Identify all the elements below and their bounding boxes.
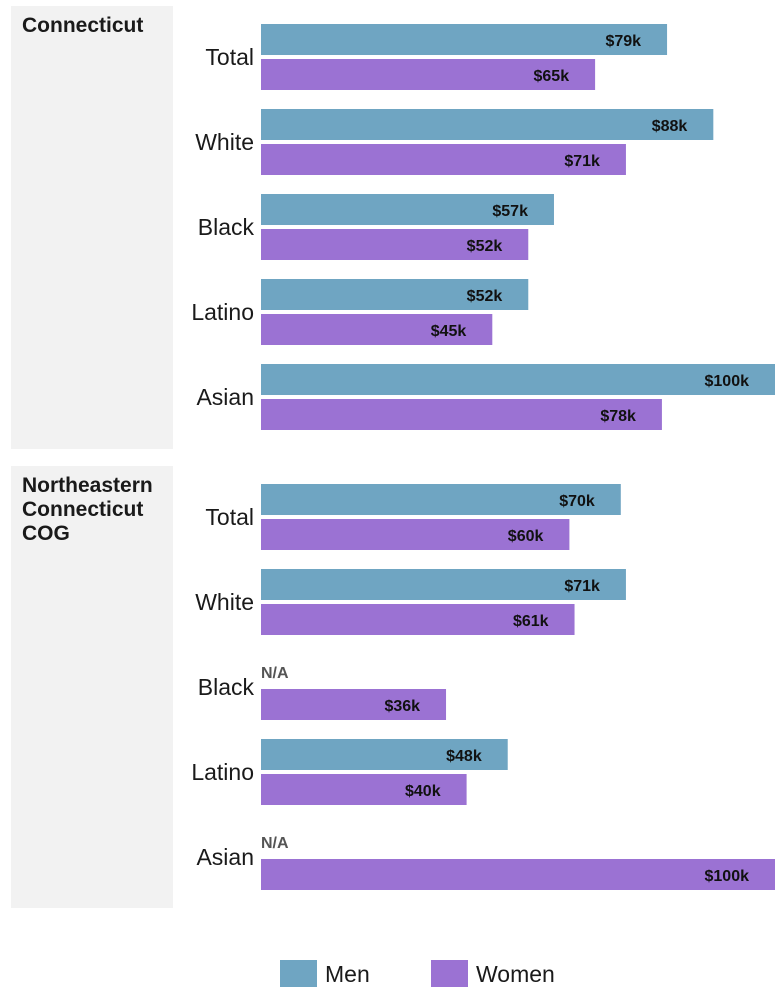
bar-value-label: $88k — [652, 118, 688, 135]
bar-value-label: $52k — [467, 288, 503, 305]
bar-women — [261, 144, 626, 175]
category-label: Black — [198, 214, 255, 240]
bar-women — [261, 399, 662, 430]
legend-label: Men — [325, 961, 370, 987]
bar-value-label: $78k — [600, 408, 636, 425]
bar-women — [261, 519, 570, 550]
na-label: N/A — [261, 665, 289, 682]
bar-value-label: $100k — [705, 868, 750, 885]
bar-value-label: $60k — [508, 528, 544, 545]
bar-women — [261, 859, 775, 890]
bar-men — [261, 194, 554, 225]
na-label: N/A — [261, 835, 289, 852]
panel-background — [11, 6, 173, 449]
bar-men — [261, 364, 775, 395]
category-label: Asian — [196, 384, 254, 410]
bar-value-label: $57k — [492, 203, 528, 220]
bar-value-label: $36k — [384, 698, 420, 715]
bar-women — [261, 314, 493, 345]
category-label: White — [195, 589, 254, 615]
bar-women — [261, 774, 467, 805]
bar-value-label: $61k — [513, 613, 549, 630]
category-label: Black — [198, 674, 255, 700]
bar-value-label: $40k — [405, 783, 441, 800]
bar-men — [261, 739, 508, 770]
bar-value-label: $65k — [534, 68, 570, 85]
bar-value-label: $71k — [564, 578, 600, 595]
legend-label: Women — [476, 961, 555, 987]
bar-value-label: $79k — [605, 33, 641, 50]
category-label: White — [195, 129, 254, 155]
bar-women — [261, 689, 447, 720]
bar-value-label: $48k — [446, 748, 482, 765]
bar-value-label: $70k — [559, 493, 595, 510]
bar-value-label: $71k — [564, 153, 600, 170]
bar-women — [261, 229, 529, 260]
bar-men — [261, 569, 626, 600]
region-title: COG — [22, 522, 70, 545]
bar-women — [261, 604, 575, 635]
bar-women — [261, 59, 596, 90]
bar-men — [261, 109, 714, 140]
bar-men — [261, 24, 668, 55]
category-label: Latino — [191, 759, 254, 785]
bar-value-label: $52k — [467, 238, 503, 255]
category-label: Latino — [191, 299, 254, 325]
bar-men — [261, 279, 529, 310]
bar-value-label: $100k — [705, 373, 750, 390]
region-title: Connecticut — [22, 498, 143, 521]
region-title: Northeastern — [22, 474, 153, 497]
legend-swatch-women — [431, 960, 468, 987]
legend-swatch-men — [280, 960, 317, 987]
category-label: Total — [205, 44, 254, 70]
category-label: Asian — [196, 844, 254, 870]
bar-value-label: $45k — [431, 323, 467, 340]
region-title: Connecticut — [22, 14, 143, 37]
bar-men — [261, 484, 621, 515]
panel-background — [11, 466, 173, 908]
category-label: Total — [205, 504, 254, 530]
